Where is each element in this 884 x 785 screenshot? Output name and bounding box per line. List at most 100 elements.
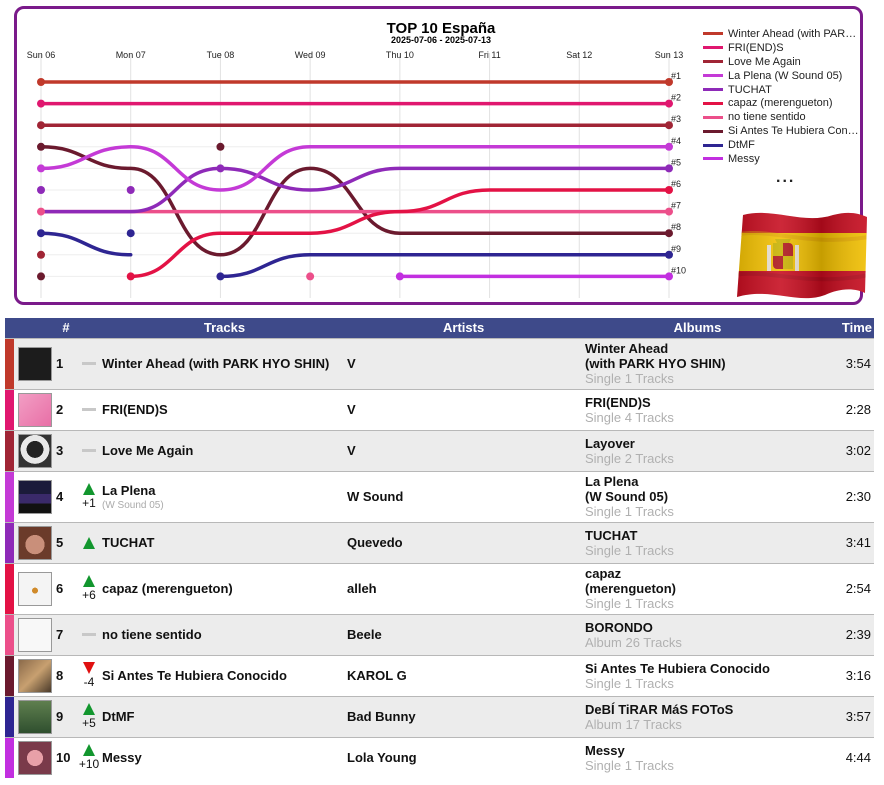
table-row[interactable]: 8 -4 Si Antes Te Hubiera Conocido KAROL G Si… [5,655,874,696]
track-title-cell[interactable]: La Plena (W Sound 05) [102,471,347,522]
album-cell[interactable]: Messy Single 1 Tracks [585,737,810,778]
legend-item[interactable]: capaz (merengueton) [703,96,863,110]
series-line[interactable] [39,231,133,257]
artist-name[interactable]: Lola Young [347,750,417,766]
header-rank[interactable]: # [62,320,70,336]
track-title[interactable]: La Plena [102,482,156,498]
album-art-image[interactable] [18,346,52,381]
header-tracks[interactable]: Tracks [203,320,246,336]
album-name[interactable]: La Plena [585,474,639,489]
rank-marker[interactable] [37,99,45,108]
rank-marker[interactable] [37,272,45,281]
rank-marker[interactable] [395,272,404,281]
track-title-cell[interactable]: Si Antes Te Hubiera Conocido [102,655,347,696]
track-title[interactable]: capaz (merengueton) [102,581,233,596]
rank-marker[interactable] [37,186,45,194]
track-title-cell[interactable]: DtMF [102,696,347,737]
track-title[interactable]: FRI(END)S [102,402,168,417]
album-cell[interactable]: DeBÍ TiRAR MáS FOToS Album 17 Tracks [585,696,810,737]
table-row[interactable]: 3 Love Me Again V Layover Single 2 Tracks 3:0… [5,430,874,471]
series-end-marker[interactable] [665,250,673,259]
track-title[interactable]: Si Antes Te Hubiera Conocido [102,668,287,683]
track-title-cell[interactable]: no tiene sentido [102,614,347,655]
rank-marker[interactable] [37,78,45,86]
table-row[interactable]: 7 no tiene sentido Beele BORONDO Album 26 Tr… [5,614,874,655]
track-title-cell[interactable]: Love Me Again [102,430,347,471]
album-name[interactable]: DeBÍ TiRAR MáS FOToS [585,701,734,717]
rank-marker[interactable] [216,164,225,173]
album-art-image[interactable] [18,525,52,560]
series-line[interactable] [39,166,671,214]
rank-marker[interactable] [126,186,135,194]
header-albums[interactable]: Albums [673,320,722,336]
track-title-cell[interactable]: Winter Ahead (with PARK HYO SHIN) [102,338,347,389]
track-title[interactable]: DtMF [102,709,135,724]
table-row[interactable]: 2 FRI(END)S V FRI(END)S Single 4 Tracks 2:28 [5,389,874,430]
legend-item[interactable]: Winter Ahead (with PARK HYO SHIN) [703,27,863,41]
series-end-marker[interactable] [665,164,673,173]
series-end-marker[interactable] [665,121,673,130]
rank-marker[interactable] [37,207,45,216]
artist-name[interactable]: Bad Bunny [347,709,416,724]
album-name[interactable]: capaz [585,566,622,581]
series-line[interactable] [218,253,671,279]
table-row[interactable]: 6 +6 capaz (merengueton) alleh capaz (merengu… [5,563,874,614]
track-title-cell[interactable]: Messy [102,737,347,778]
rank-marker[interactable] [37,250,45,259]
album-name-line2[interactable]: (merengueton) [585,581,676,596]
series-line[interactable] [128,188,671,279]
table-row[interactable]: 10 +10 Messy Lola Young Messy Single 1 Tracks… [5,737,874,778]
artist-name[interactable]: V [347,356,356,371]
track-title-cell[interactable]: capaz (merengueton) [102,563,347,614]
rank-marker[interactable] [126,229,135,238]
artist-name[interactable]: V [347,443,356,458]
series-end-marker[interactable] [665,78,673,86]
album-name-line2[interactable]: (with PARK HYO SHIN) [585,356,726,371]
series-end-marker[interactable] [665,229,673,238]
album-cell[interactable]: TUCHAT Single 1 Tracks [585,522,810,563]
table-row[interactable]: 1 Winter Ahead (with PARK HYO SHIN) V Winte… [5,338,874,389]
album-cell[interactable]: FRI(END)S Single 4 Tracks [585,389,810,430]
album-cell[interactable]: Winter Ahead (with PARK HYO SHIN) Single 1… [585,338,810,389]
album-name[interactable]: Layover [585,435,635,451]
album-cell[interactable]: Layover Single 2 Tracks [585,430,810,471]
track-title[interactable]: Love Me Again [102,443,194,458]
album-art-image[interactable] [18,479,52,514]
album-name[interactable]: Si Antes Te Hubiera Conocido [585,660,770,676]
album-cell[interactable]: BORONDO Album 26 Tracks [585,614,810,655]
rank-marker[interactable] [37,121,45,130]
header-time[interactable]: Time [841,320,872,336]
album-name[interactable]: BORONDO [585,619,653,635]
series-line[interactable] [39,145,671,257]
album-cell[interactable]: La Plena (W Sound 05) Single 1 Tracks [585,471,810,522]
album-art-image[interactable] [18,699,52,734]
legend-item[interactable]: FRI(END)S [703,41,863,55]
rank-marker[interactable] [37,164,45,173]
album-name[interactable]: Winter Ahead [585,341,669,356]
artist-name[interactable]: KAROL G [347,668,407,683]
track-title[interactable]: no tiene sentido [102,627,202,642]
legend-item[interactable]: no tiene sentido [703,110,863,124]
album-art-image[interactable] [18,433,52,468]
track-title-cell[interactable]: TUCHAT [102,522,347,563]
album-art-image[interactable] [18,392,52,427]
artist-name[interactable]: W Sound [347,489,404,504]
series-end-marker[interactable] [665,272,673,281]
artist-name[interactable]: alleh [347,581,377,596]
table-row[interactable]: 4 +1 La Plena (W Sound 05) W Sound La Plena (W… [5,471,874,522]
rank-marker[interactable] [216,142,225,151]
rank-marker[interactable] [37,229,45,238]
album-art-image[interactable] [18,617,52,652]
legend-more[interactable]: ... [776,169,796,186]
series-end-marker[interactable] [665,186,673,194]
artist-name[interactable]: V [347,402,356,417]
album-art-image[interactable] [18,740,52,775]
rank-marker[interactable] [306,272,315,281]
legend-item[interactable]: La Plena (W Sound 05) [703,69,863,83]
album-name-line2[interactable]: (W Sound 05) [585,489,669,504]
album-cell[interactable]: Si Antes Te Hubiera Conocido Single 1 Tra… [585,655,810,696]
legend-item[interactable]: Si Antes Te Hubiera Conocido [703,124,863,138]
album-cell[interactable]: capaz (merengueton) Single 1 Tracks [585,563,810,614]
table-row[interactable]: 5 TUCHAT Quevedo TUCHAT Single 1 Tracks 3:41 [5,522,874,563]
track-title-cell[interactable]: FRI(END)S [102,389,347,430]
